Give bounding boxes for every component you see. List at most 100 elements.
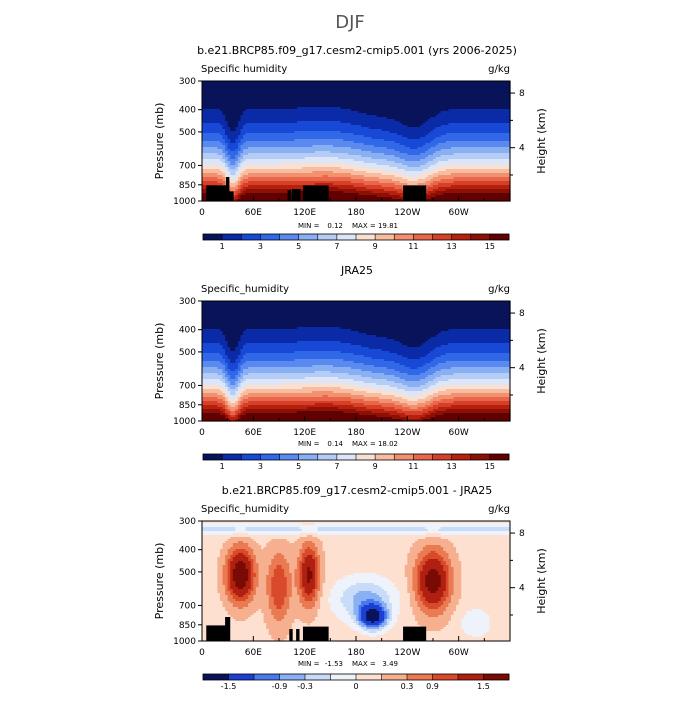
field-cell [450,173,511,176]
colorbar-swatch [222,454,242,460]
field-cell [438,333,511,336]
field-cell [415,559,424,562]
field-cell [415,615,429,618]
field-cell [399,603,411,606]
field-cell [425,533,442,536]
field-cell [307,623,311,626]
field-cell [373,599,383,602]
field-cell [235,191,242,194]
field-cell [230,127,236,130]
field-cell [422,189,434,192]
field-cell [227,577,231,580]
field-cell [325,555,408,558]
colorbar-swatch [470,454,491,460]
field-cell [422,569,432,572]
field-cell [202,351,226,354]
field-cell [371,357,408,360]
field-cell [286,583,293,586]
field-cell [225,415,229,418]
field-cell [235,397,239,400]
field-cell [430,141,447,144]
field-cell [237,377,244,380]
field-cell [435,151,511,154]
field-cell [253,587,257,590]
field-cell [225,413,229,416]
field-cell [250,547,262,550]
field-cell [330,589,347,592]
field-cell [376,163,403,166]
field-cell [225,169,229,172]
field-cell [325,567,406,570]
field-cell [425,401,434,404]
field-cell [202,609,226,612]
field-cell [399,595,411,598]
field-cell [248,173,352,176]
field-cell [314,545,324,548]
field-cell [399,597,411,600]
field-cell [230,601,252,604]
field-cell [273,569,285,572]
field-cell [235,383,239,386]
field-cell [225,403,229,406]
field-cell [227,563,231,566]
field-cell [248,393,352,396]
field-cell [222,371,229,374]
field-cell [232,589,249,592]
field-cell [417,581,421,584]
field-cell [412,543,455,546]
field-cell [235,347,244,350]
colorbar-swatch [317,234,338,240]
field-cell [299,561,306,564]
field-cell [266,585,272,588]
field-cell [248,543,260,546]
field-cell [219,555,226,558]
field-cell [415,563,421,566]
field-cell [314,617,339,620]
field-cell [227,159,239,162]
field-cell [237,163,242,166]
field-cell [245,361,355,364]
field-cell [230,567,236,570]
field-cell [243,149,362,152]
field-cell [225,155,231,158]
field-cell [202,569,218,572]
field-cell [384,139,434,142]
field-cell [202,577,218,580]
field-cell [237,417,242,420]
field-cell [417,179,432,182]
pressure-axis-label: Pressure (mb) [153,103,166,180]
field-cell [322,593,331,596]
field-cell [317,563,321,566]
field-cell [225,397,229,400]
field-cell [237,407,242,410]
field-cell [217,579,224,582]
field-cell [245,527,301,530]
field-cell [245,409,357,412]
field-cell [271,581,288,584]
field-cell [404,569,414,572]
field-cell [273,617,285,620]
field-cell [281,605,290,608]
field-cell [227,145,239,148]
field-cell [407,183,419,186]
variable-label: Specific humidity [201,64,287,75]
field-cell [222,583,229,586]
field-cell [202,549,221,552]
field-cell [366,617,380,620]
field-cell [243,183,316,186]
field-cell [433,379,449,382]
field-cell [202,625,267,628]
field-cell [227,561,231,564]
field-cell [222,565,229,568]
field-cell [243,381,365,384]
field-cell [430,417,511,420]
field-cell [368,347,437,350]
field-cell [397,589,408,592]
field-cell [420,579,426,582]
field-cell [296,593,303,596]
field-cell [440,355,511,358]
field-cell [281,383,347,386]
field-cell [471,635,483,638]
field-cell [438,589,447,592]
field-cell [340,167,372,170]
